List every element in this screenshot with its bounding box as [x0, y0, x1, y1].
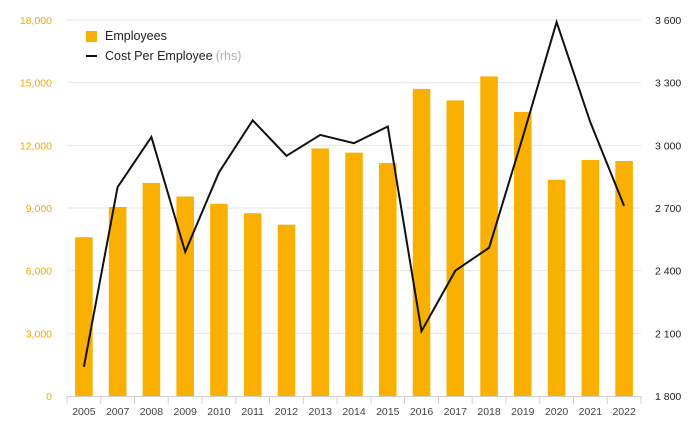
- legend-label-employees: Employees: [105, 29, 167, 43]
- legend: Employees Cost Per Employee (rhs): [86, 26, 241, 66]
- bar-2005: [75, 237, 93, 396]
- x-tick-label: 2010: [207, 406, 231, 418]
- x-tick-label: 2022: [612, 406, 636, 418]
- left-tick-label: 12,000: [20, 140, 52, 152]
- x-tick-label: 2017: [444, 406, 468, 418]
- bar-2011: [243, 213, 262, 396]
- left-tick-label: 0: [46, 391, 52, 403]
- bar-2021: [581, 159, 600, 396]
- x-tick-label: 2005: [72, 406, 96, 418]
- legend-bar-swatch: [86, 30, 97, 42]
- x-tick-label: 2009: [173, 406, 197, 418]
- employees-bars: [75, 76, 633, 397]
- bar-2007: [108, 206, 127, 396]
- left-tick-label: 3,000: [26, 328, 52, 340]
- left-axis: 0 3,000 6,000 9,000 12,000 15,000 18,000: [20, 15, 52, 403]
- bar-2013: [311, 148, 330, 396]
- bar-2014: [345, 152, 363, 396]
- x-tick-label: 2021: [579, 406, 603, 418]
- x-tick-label: 2018: [477, 406, 501, 418]
- right-axis: 1 800 2 100 2 400 2 700 3 000 3 300 3 600: [655, 15, 681, 403]
- right-tick-label: 1 800: [655, 391, 681, 403]
- x-tick-label: 2015: [376, 406, 400, 418]
- x-tick-label: 2019: [511, 406, 535, 418]
- bar-2019: [514, 111, 532, 397]
- bar-2009: [176, 196, 194, 396]
- x-tick-label: 2014: [342, 406, 366, 418]
- bar-2015: [378, 163, 397, 396]
- left-tick-label: 15,000: [20, 78, 52, 90]
- cost-per-employee-line: [82, 18, 626, 367]
- bar-2017: [446, 100, 465, 396]
- x-tick-label: 2007: [106, 406, 130, 418]
- x-tick-label: 2020: [545, 406, 569, 418]
- legend-item-employees: Employees: [86, 26, 241, 46]
- legend-label-cost-per-employee: Cost Per Employee: [105, 49, 213, 63]
- x-tick-label: 2011: [241, 406, 264, 418]
- right-tick-label: 3 000: [655, 140, 681, 152]
- left-tick-label: 9,000: [26, 203, 52, 215]
- bar-2008: [142, 182, 161, 396]
- bar-2016: [412, 88, 431, 396]
- x-tick-label: 2013: [309, 406, 333, 418]
- cost-per-employee-series-line: [82, 18, 626, 367]
- bar-2020: [547, 179, 566, 396]
- x-tick-label: 2016: [410, 406, 434, 418]
- legend-line-swatch: [86, 55, 97, 57]
- left-tick-label: 18,000: [20, 15, 52, 27]
- right-tick-label: 2 400: [655, 266, 681, 278]
- right-tick-label: 2 700: [655, 203, 681, 215]
- bar-2022: [615, 161, 633, 396]
- bar-2012: [277, 224, 296, 396]
- x-tick-label: 2012: [275, 406, 299, 418]
- right-tick-label: 2 100: [655, 328, 681, 340]
- x-axis: 2005 2007 2008 2009 2010 2011 2012 2013 2014 2015…: [66, 396, 642, 418]
- legend-item-cost-per-employee: Cost Per Employee (rhs): [86, 46, 241, 66]
- bar-2010: [210, 203, 228, 396]
- x-tick-label: 2008: [140, 406, 164, 418]
- legend-rhs-tag: (rhs): [215, 49, 242, 63]
- bar-2018: [480, 76, 498, 397]
- right-tick-label: 3 600: [655, 15, 681, 27]
- left-tick-label: 6,000: [26, 266, 52, 278]
- right-tick-label: 3 300: [655, 78, 681, 90]
